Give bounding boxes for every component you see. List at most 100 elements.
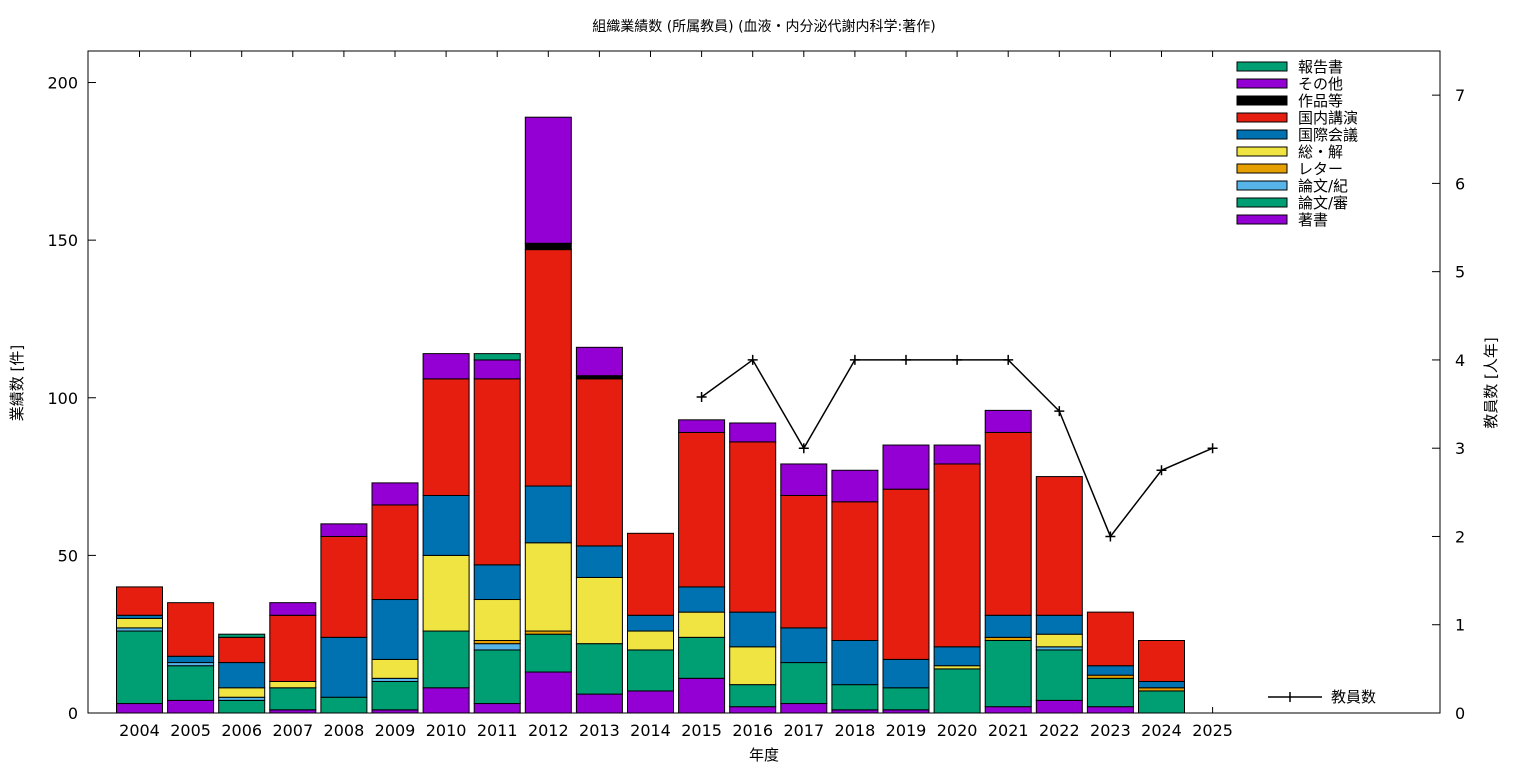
bar-segment [627, 690, 674, 714]
bars [116, 116, 1185, 714]
bar-segment [882, 687, 930, 711]
bar-segment [371, 482, 419, 506]
legend-label: 国際会議 [1298, 126, 1358, 144]
staff-point [1105, 531, 1116, 542]
x-tick-label: 2012 [528, 721, 569, 740]
legend-swatch [1236, 129, 1288, 140]
bar-segment [780, 494, 828, 629]
bar-segment [371, 658, 419, 679]
bar-segment [1138, 680, 1185, 689]
bar-segment [984, 614, 1032, 638]
bar-segment [524, 242, 572, 251]
bar-segment [575, 576, 623, 645]
bar-segment [933, 646, 981, 667]
bar-segment [678, 431, 726, 588]
bar-segment [473, 353, 521, 361]
x-tick-label: 2016 [732, 721, 773, 740]
x-tick-label: 2005 [170, 721, 211, 740]
bar-segment [984, 431, 1032, 616]
staff-point [696, 392, 707, 403]
bar-segment [831, 684, 879, 711]
bar-segment [678, 419, 726, 433]
bar-segment [218, 636, 266, 664]
bar-segment [627, 614, 674, 632]
y2-tick-label: 6 [1455, 174, 1465, 193]
bar-segment [269, 680, 317, 689]
bar-segment [116, 617, 163, 629]
y2-tick-label: 2 [1455, 527, 1465, 546]
legend-swatch [1236, 61, 1288, 72]
bar-segment [678, 677, 726, 714]
legend-swatch [1236, 180, 1288, 191]
x-tick-label: 2013 [579, 721, 620, 740]
bar-segment [371, 599, 419, 660]
bar-segment [1035, 633, 1083, 648]
bar-segment [575, 346, 623, 377]
bar-segment [473, 564, 521, 601]
bar-segment [473, 643, 521, 651]
bar-segment [780, 627, 828, 664]
bar-segment [1138, 639, 1185, 682]
staff-point [952, 354, 963, 365]
legend-label: 作品等 [1298, 92, 1343, 110]
staff-point [1156, 465, 1167, 476]
legend-label: 教員数 [1331, 688, 1376, 706]
bar-segment [1035, 649, 1083, 701]
bar-segment [320, 636, 368, 698]
bar-segment [422, 378, 470, 496]
x-tick-label: 2021 [988, 721, 1029, 740]
legend-label: その他 [1298, 75, 1343, 93]
bar-segment [371, 504, 419, 601]
y-tick-label: 200 [47, 74, 78, 93]
bar-segment [780, 463, 828, 496]
legend-label: 著書 [1298, 211, 1328, 229]
staff-point [1207, 443, 1218, 454]
bar-segment [218, 662, 266, 689]
bar-segment [780, 703, 828, 714]
bar-segment [575, 545, 623, 578]
x-tick-label: 2007 [272, 721, 313, 740]
legend-label: 総・解 [1298, 143, 1343, 161]
bar-segment [575, 643, 623, 695]
staff-point [747, 354, 758, 365]
bar-segment [575, 378, 623, 547]
bar-segment [167, 602, 215, 657]
bar-segment [1035, 614, 1083, 635]
bar-segment [320, 696, 368, 714]
bar-segment [780, 662, 828, 705]
bar-segment [473, 378, 521, 566]
bar-segment [524, 633, 572, 673]
bar-segment [729, 646, 777, 686]
x-tick-label: 2011 [477, 721, 518, 740]
axes: 0 50 100 150 200 0 1 2 3 4 5 6 7 2004 2005 2006 2007 2008… [47, 50, 1465, 740]
bar-segment [984, 409, 1032, 433]
bar-segment [524, 249, 572, 487]
bar-segment [1086, 677, 1134, 708]
bar-segment [422, 630, 470, 689]
bar-segment [116, 630, 163, 705]
bar-segment [933, 444, 981, 465]
staff-point [798, 443, 809, 454]
x-tick-label: 2022 [1039, 721, 1080, 740]
x-tick-label: 2023 [1090, 721, 1131, 740]
bar-segment [984, 639, 1032, 708]
x-tick-label: 2015 [681, 721, 722, 740]
staff-point [849, 354, 860, 365]
bar-segment [524, 485, 572, 544]
x-tick-label: 2006 [221, 721, 262, 740]
bar-segment [1086, 706, 1134, 714]
y-tick-label: 0 [68, 704, 78, 723]
bar-segment [1035, 699, 1083, 714]
bar-segment [882, 488, 930, 660]
y2-tick-label: 0 [1455, 704, 1465, 723]
bar-segment [933, 463, 981, 648]
bar-segment [167, 699, 215, 714]
bar-segment [1086, 665, 1134, 676]
bar-segment [167, 655, 215, 664]
bar-segment [473, 359, 521, 380]
bar-segment [473, 649, 521, 705]
bar-segment [320, 535, 368, 638]
bar-segment [882, 658, 930, 689]
legend-swatch [1236, 112, 1288, 123]
